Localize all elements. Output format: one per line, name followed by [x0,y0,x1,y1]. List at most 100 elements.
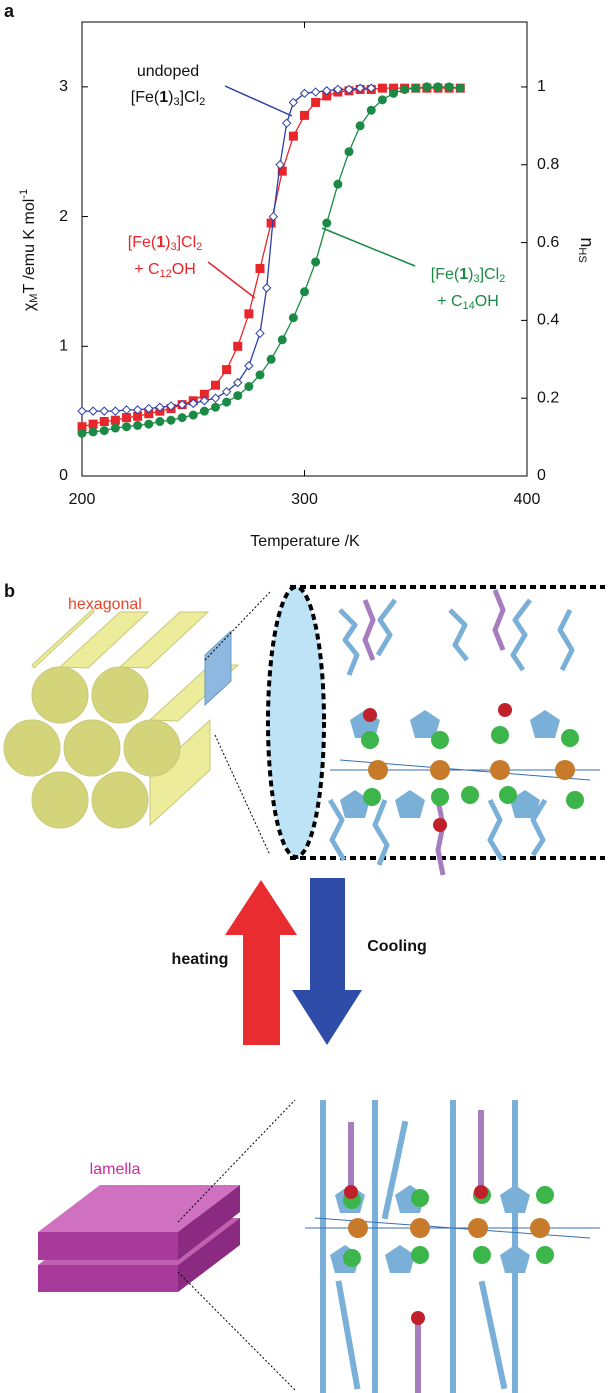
point [234,392,242,400]
point [456,84,464,92]
y2-tick-label: 0.8 [537,156,559,173]
point [100,407,108,415]
point [145,420,153,428]
annotation: [Fe(1)3]Cl2 [431,266,506,285]
point [123,406,131,414]
y2-tick-label: 0.6 [537,234,559,251]
point [245,382,253,390]
figure: a b Temperature /K χMT /emu K mol-1 nHS … [0,0,613,1393]
panel-label: b [4,581,15,601]
molecule-lamella [305,1100,600,1393]
point [401,85,409,93]
cylinder-bundle [4,610,238,828]
point [312,98,320,106]
point [256,371,264,379]
y2-tick-label: 0.4 [537,312,559,329]
point [78,407,86,415]
point [445,83,453,91]
point [123,423,131,431]
point [378,84,386,92]
leader-line [322,228,415,266]
point [212,394,220,402]
point [89,428,97,436]
point [289,314,297,322]
diagram-label: hexagonal [68,596,142,613]
leader-line [208,262,255,298]
point [245,362,253,370]
diagram-label: Cooling [367,938,427,955]
y-tick-label: 0 [59,467,68,484]
point [156,418,164,426]
point [367,106,375,114]
arrow-heating [225,880,297,1045]
point [289,132,297,140]
point [278,336,286,344]
cross-section [268,587,324,857]
molecule-hexagonal [330,590,600,875]
annotation: [Fe(1)3]Cl2 [128,234,203,253]
annotation: + C12OH [134,261,196,280]
point [345,148,353,156]
y-tick-label: 2 [59,208,68,225]
point [89,407,97,415]
point [256,329,264,337]
point [223,366,231,374]
point [100,427,108,435]
point [390,89,398,97]
point [100,418,108,426]
point [78,429,86,437]
point [263,284,271,292]
point [234,342,242,350]
y2-axis-title: nHS [576,237,597,262]
point [189,411,197,419]
series-line [82,87,460,433]
point [378,96,386,104]
zoom-line [215,735,270,855]
point [423,83,431,91]
point [312,88,320,96]
annotation: [Fe(1)3]Cl2 [131,89,206,108]
point [245,310,253,318]
lamella-slabs [38,1185,240,1292]
point [89,420,97,428]
point [111,407,119,415]
series-line [82,88,371,411]
arrow-cooling [292,878,362,1045]
point [312,258,320,266]
x-tick-label: 400 [514,491,541,508]
zoom-line [178,1272,295,1390]
point [200,407,208,415]
point [301,111,309,119]
point [356,122,364,130]
annotation: + C14OH [437,293,499,312]
x-tick-label: 300 [291,491,318,508]
point [134,421,142,429]
y2-tick-label: 0.2 [537,389,559,406]
x-tick-label: 200 [69,491,96,508]
x-axis-title: Temperature /K [250,533,360,550]
point [111,424,119,432]
point [212,403,220,411]
point [223,398,231,406]
y-axis-title: χMT /emu K mol-1 [18,189,40,311]
point [412,84,420,92]
point [283,119,291,127]
point [167,416,175,424]
point [434,83,442,91]
annotation: undoped [137,63,199,80]
point [323,219,331,227]
point [111,416,119,424]
point [178,414,186,422]
point [212,381,220,389]
y-tick-label: 3 [59,78,68,95]
y2-tick-label: 0 [537,467,546,484]
y-tick-label: 1 [59,338,68,355]
diagram-label: lamella [90,1161,141,1178]
point [267,355,275,363]
point [301,288,309,296]
series-line [82,88,460,427]
diagram-label: heating [172,951,229,968]
point [256,264,264,272]
y2-tick-label: 1 [537,78,546,95]
leader-line [225,86,292,116]
